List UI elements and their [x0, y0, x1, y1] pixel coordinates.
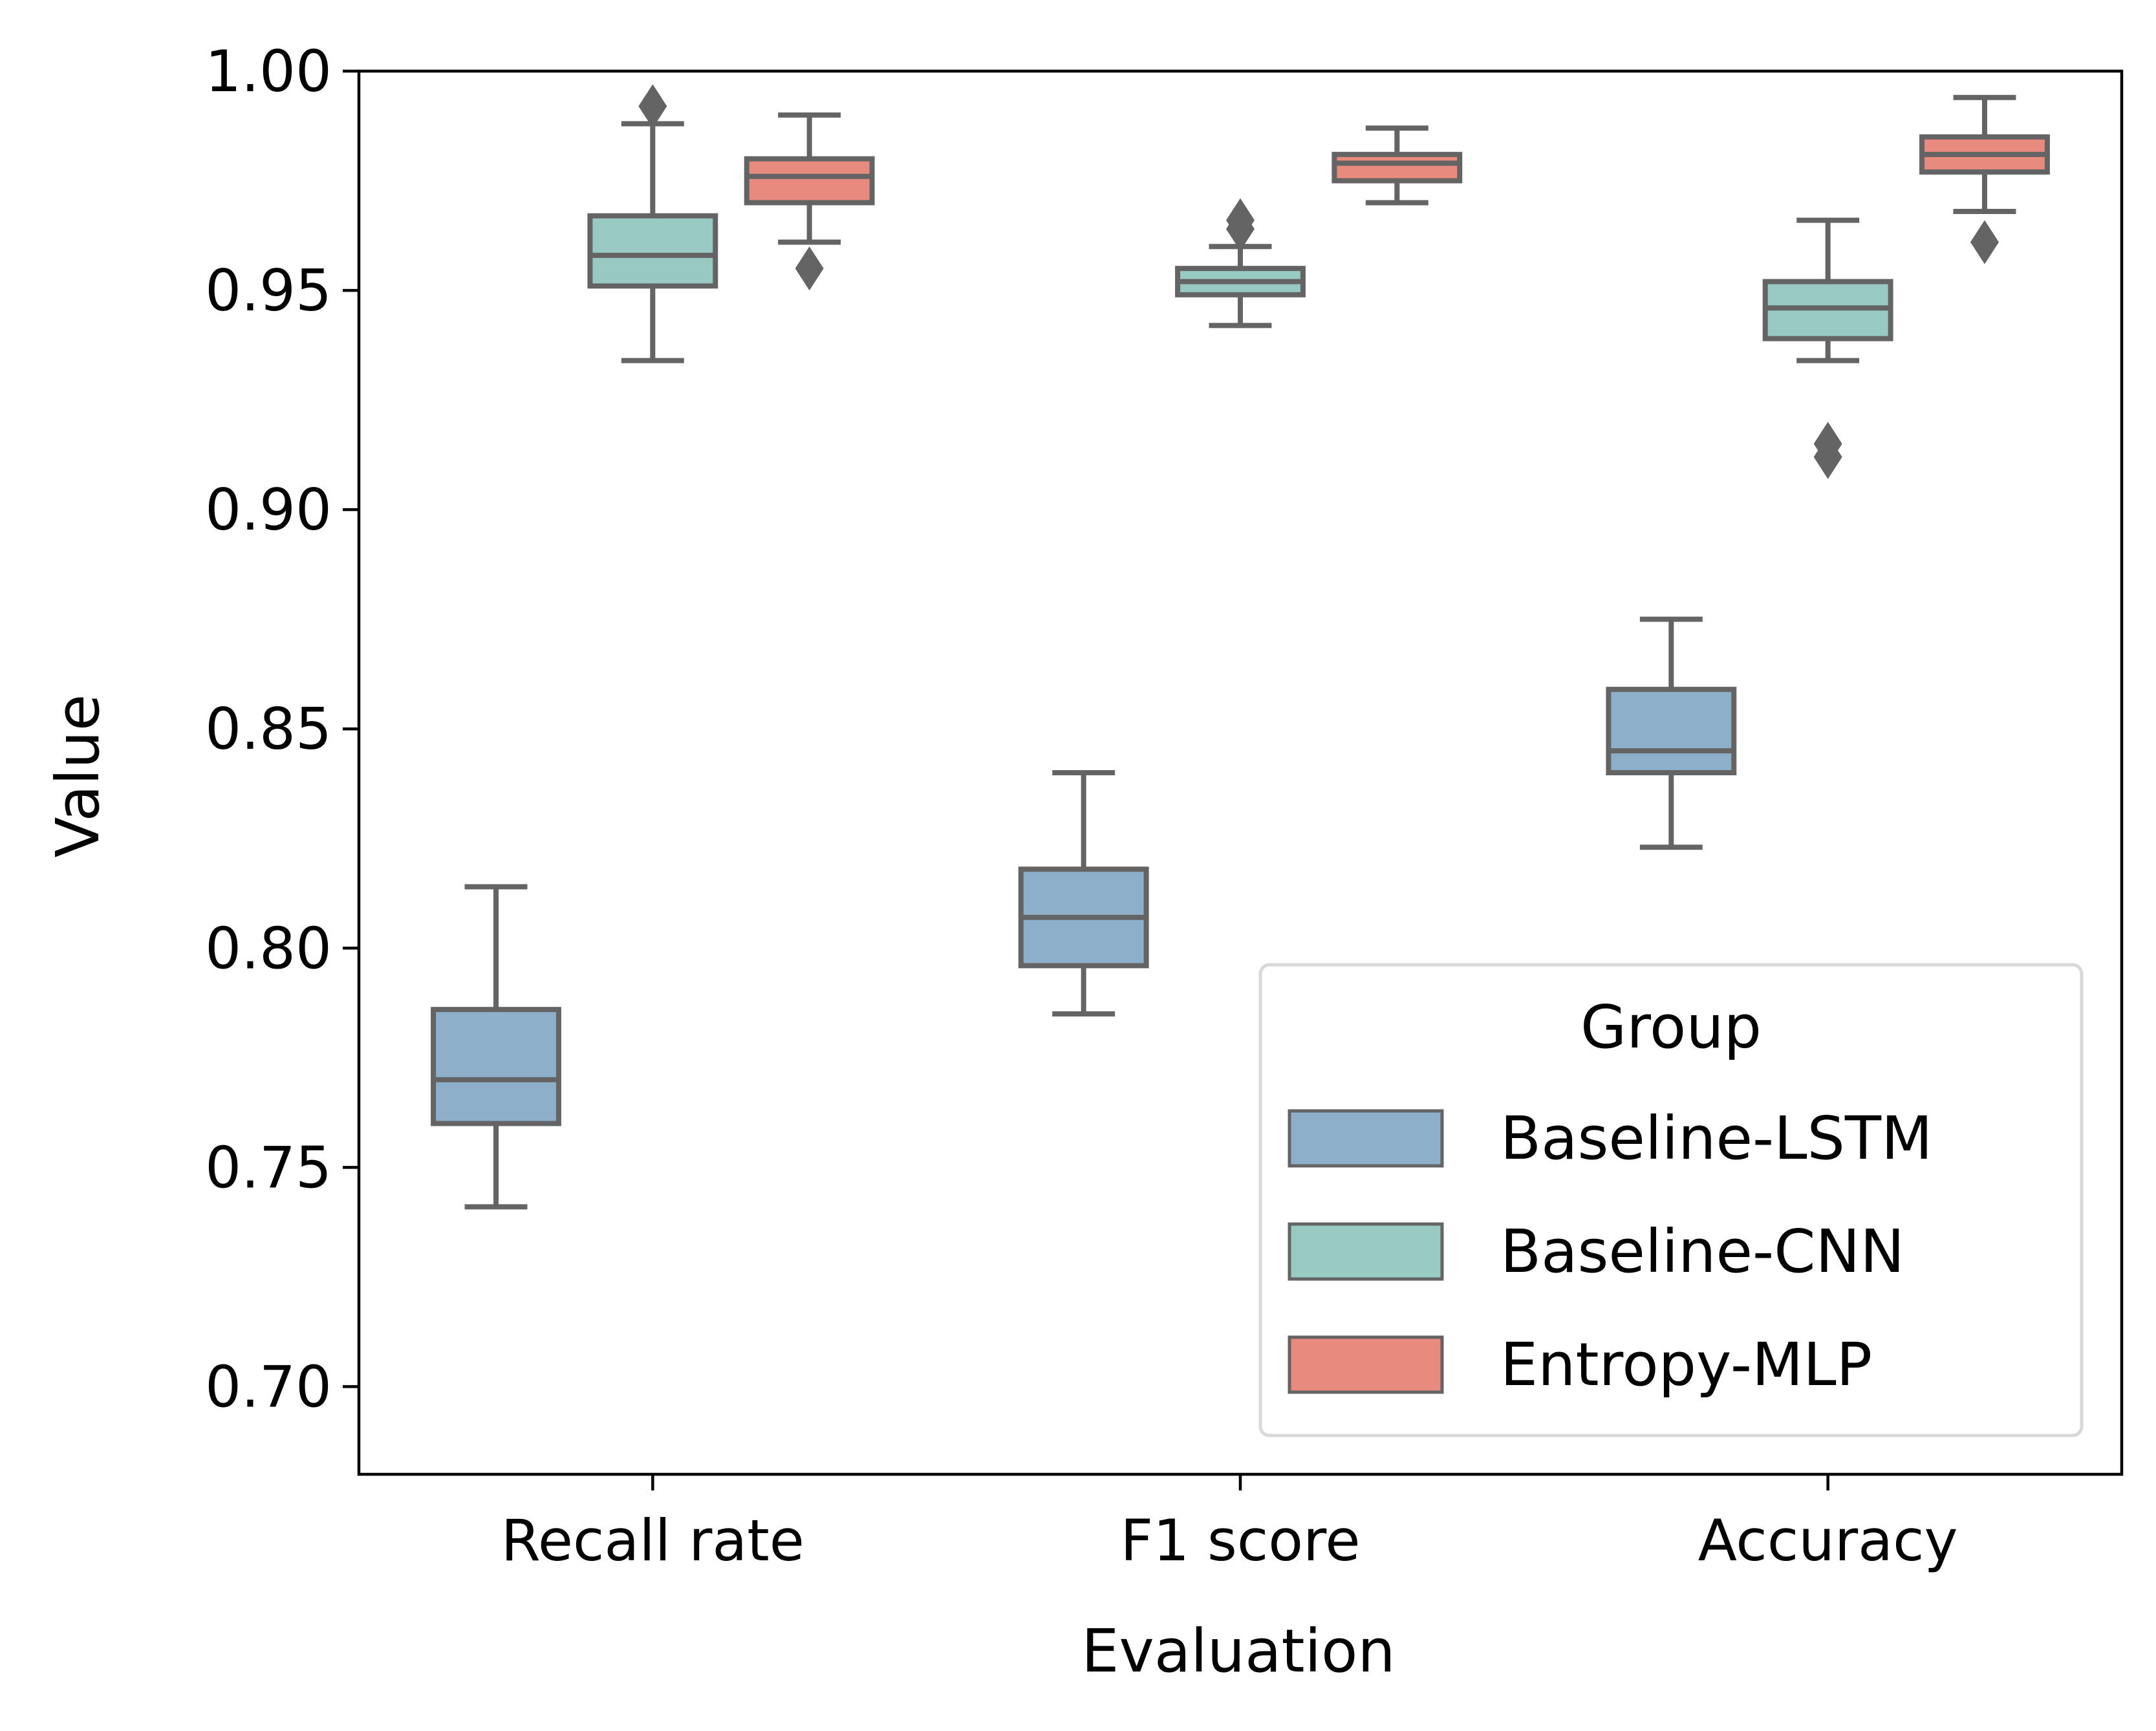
box: [1606, 616, 1737, 850]
series-baseline-lstm: [431, 616, 1737, 1210]
box-body: [431, 1007, 561, 1126]
box: [1762, 217, 1893, 479]
box-body: [744, 156, 875, 206]
y-tick-label: 0.70: [205, 1353, 332, 1420]
box-body: [1331, 151, 1463, 184]
series-entropy-mlp: [744, 94, 2050, 291]
outlier-marker: [638, 84, 667, 129]
y-axis: 0.70 0.75 0.80 0.85 0.90 0.95 1.00: [205, 38, 359, 1420]
box-body: [1606, 687, 1737, 775]
box: [587, 84, 718, 363]
legend-frame: [1258, 963, 2084, 1437]
x-axis-title: Evaluation: [1081, 1617, 1395, 1686]
legend-items: Baseline-LSTM Baseline-CNN Entropy-MLP: [1288, 1104, 1932, 1399]
legend-label: Baseline-CNN: [1500, 1217, 1904, 1286]
series-baseline-cnn: [587, 84, 1893, 479]
legend-swatch: [1288, 1109, 1444, 1168]
x-axis: Recall rate F1 score Accuracy: [501, 1474, 1958, 1574]
outlier-marker: [1226, 198, 1255, 242]
y-axis-title: Value: [43, 694, 113, 858]
box: [1331, 125, 1463, 206]
legend: Group Baseline-LSTM Baseline-CNN Entropy-M…: [1258, 963, 2084, 1437]
legend-title: Group: [1580, 993, 1762, 1062]
box: [1919, 94, 2050, 264]
box: [431, 884, 561, 1210]
x-tick-label: Accuracy: [1698, 1507, 1958, 1574]
legend-label: Baseline-LSTM: [1500, 1104, 1932, 1173]
y-tick-label: 0.75: [205, 1134, 332, 1201]
box: [1175, 198, 1306, 328]
outlier-marker: [1813, 422, 1842, 466]
outlier-marker: [1970, 220, 1999, 264]
y-tick-label: 0.80: [205, 915, 332, 982]
y-tick-label: 0.90: [205, 477, 332, 543]
box: [744, 112, 875, 291]
legend-swatch: [1288, 1335, 1444, 1394]
y-tick-label: 0.95: [205, 257, 332, 324]
legend-swatch: [1288, 1222, 1444, 1281]
outlier-marker: [795, 246, 824, 291]
x-tick-label: F1 score: [1120, 1507, 1360, 1574]
box-body: [587, 213, 718, 289]
box: [1018, 770, 1149, 1016]
y-tick-label: 0.85: [205, 696, 332, 762]
x-tick-label: Recall rate: [501, 1507, 804, 1574]
legend-label: Entropy-MLP: [1500, 1330, 1872, 1399]
box-series: [431, 84, 2050, 1210]
y-tick-label: 1.00: [205, 38, 332, 105]
